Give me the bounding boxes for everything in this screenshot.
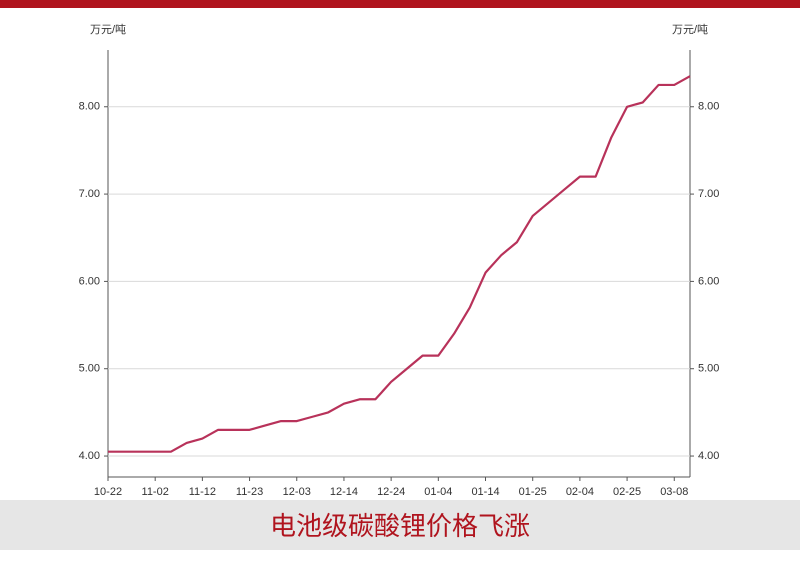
y-tick-label: 5.00 <box>79 363 100 375</box>
x-tick-label: 02-04 <box>566 486 594 498</box>
x-tick-label: 10-22 <box>94 486 122 498</box>
y-unit: 万元/吨 <box>90 23 126 36</box>
y2-tick-label: 6.00 <box>698 275 719 287</box>
y2-unit: 万元/吨 <box>672 23 708 36</box>
caption-band <box>0 500 800 550</box>
x-tick-label: 01-04 <box>424 486 452 498</box>
y2-tick-label: 8.00 <box>698 101 719 113</box>
data-line <box>108 75 691 453</box>
chart: 万元/吨 万元/吨 4.00 5.00 6.00 7.00 8.00 4.00 5.00 6.… <box>79 23 720 498</box>
x-tick-label: 11-02 <box>142 486 169 498</box>
y-tick-label: 7.00 <box>79 188 100 200</box>
y-tick-label: 4.00 <box>79 450 100 462</box>
x-tick-label: 12-03 <box>283 486 311 498</box>
x-tick-label: 11-12 <box>189 486 216 498</box>
x-tick-label: 01-25 <box>519 486 547 498</box>
chart-title: 电池级碳酸锂价格飞涨 <box>269 511 530 541</box>
x-tick-label: 12-14 <box>330 486 358 498</box>
x-tick-label: 03-08 <box>660 486 688 498</box>
y2-tick-label: 5.00 <box>698 363 719 375</box>
y2-tick-label: 7.00 <box>698 188 719 200</box>
x-tick-label: 02-25 <box>613 486 641 498</box>
y2-tick-label: 4.00 <box>698 450 719 462</box>
y-tick-label: 6.00 <box>79 275 100 287</box>
x-tick-label: 12-24 <box>377 486 405 498</box>
top-bar <box>0 0 800 8</box>
x-tick-label: 01-14 <box>471 486 499 498</box>
x-tick-label: 11-23 <box>236 486 263 498</box>
y-tick-label: 8.00 <box>79 101 100 113</box>
